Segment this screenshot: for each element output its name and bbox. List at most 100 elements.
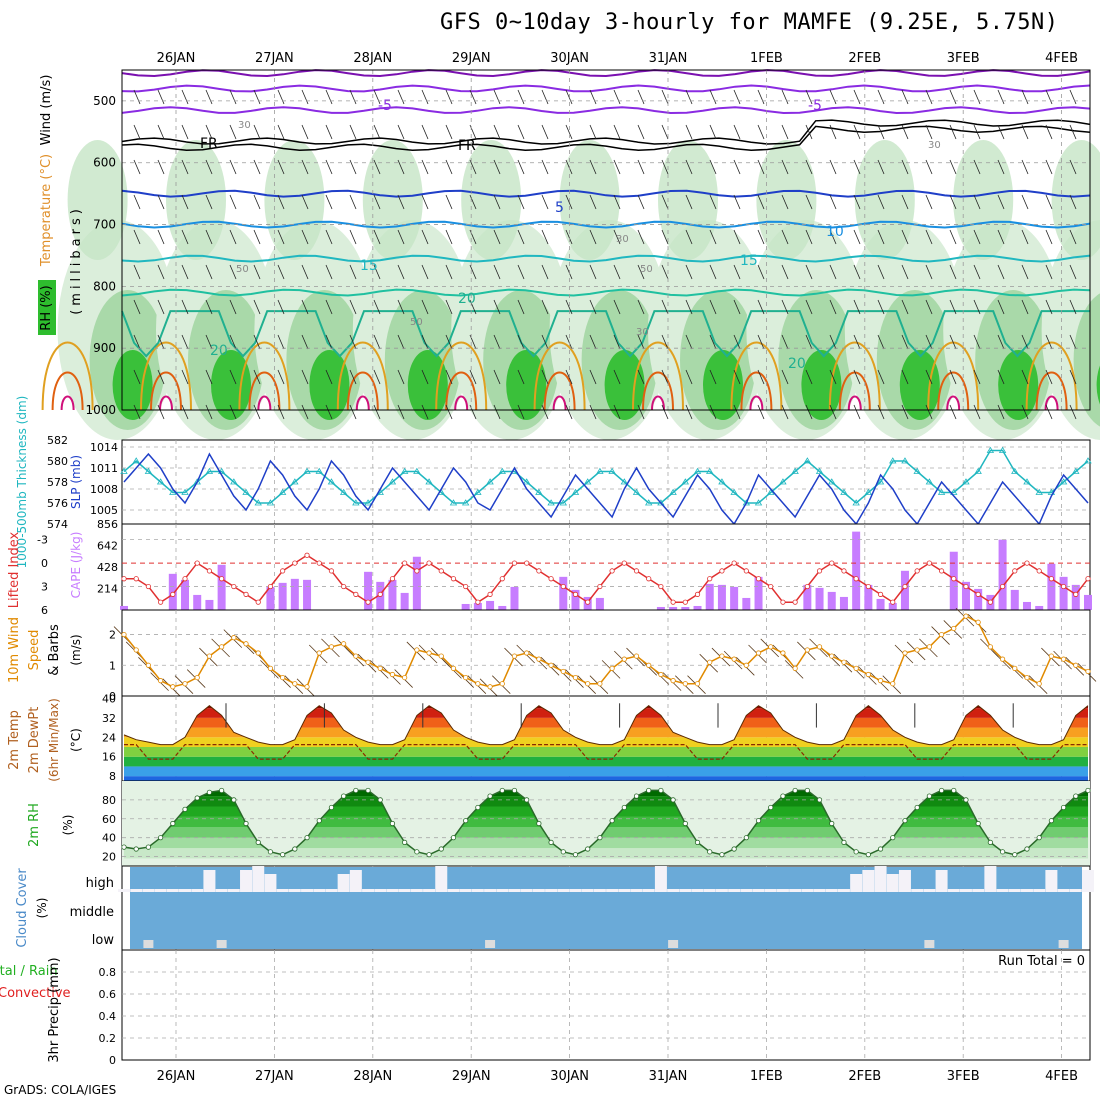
temperature-contour	[121, 288, 1091, 297]
wind-barb	[277, 404, 285, 420]
data-point	[975, 619, 981, 625]
data-point	[560, 849, 566, 855]
data-point	[182, 576, 188, 582]
wind-barb	[277, 124, 285, 140]
wind-barb	[925, 229, 933, 245]
data-point	[365, 787, 371, 794]
data-point	[292, 846, 298, 852]
data-point	[316, 650, 322, 656]
data-point	[987, 839, 993, 845]
high-cloud-bar	[642, 889, 655, 892]
data-point	[804, 647, 810, 653]
data-point	[646, 662, 652, 668]
wind-barb	[349, 89, 357, 105]
wind-barb	[733, 124, 741, 140]
high-cloud-bar	[923, 889, 936, 892]
data-point	[646, 787, 652, 794]
wind-barb	[325, 404, 333, 420]
data-point	[890, 599, 896, 605]
data-point	[121, 631, 127, 638]
data-point	[768, 583, 774, 590]
wind-barb	[829, 229, 837, 245]
rh-shade-upper	[953, 140, 1014, 260]
cape-bar	[754, 576, 763, 610]
wind-barb	[709, 229, 717, 245]
data-point	[694, 839, 701, 845]
rh-shade-70	[801, 350, 842, 420]
data-point	[267, 665, 274, 671]
temp-contour-25	[828, 341, 881, 411]
precip-convective-label: Convective	[0, 986, 71, 1001]
wind-barb	[901, 89, 909, 105]
data-point	[365, 659, 371, 665]
data-point	[902, 583, 908, 590]
data-point	[499, 576, 505, 582]
wind-barb	[733, 89, 741, 105]
wind-barb	[157, 229, 165, 245]
wind-barb	[805, 404, 813, 420]
wind-barb	[757, 369, 765, 385]
high-cloud-bar	[215, 889, 228, 892]
wind-barb	[181, 124, 189, 140]
data-point	[389, 820, 396, 827]
wind-barb	[517, 229, 525, 245]
wind-barb	[445, 159, 453, 175]
data-point	[449, 499, 458, 506]
high-cloud-bar	[325, 889, 338, 892]
wind-barb	[205, 404, 213, 420]
data-point	[145, 583, 152, 590]
data-point	[743, 662, 749, 668]
wind-barb	[421, 194, 429, 210]
data-point	[377, 797, 383, 803]
data-point	[707, 849, 713, 855]
wind-barb	[493, 89, 501, 105]
temp-contour-35	[159, 395, 173, 411]
wind-barb	[1021, 404, 1029, 420]
wind-barb	[133, 334, 141, 350]
wind-barb	[949, 159, 957, 175]
wind-barb	[469, 89, 477, 105]
thickness-line	[123, 449, 1089, 504]
data-point	[707, 659, 713, 665]
wind-barb	[373, 334, 381, 350]
data-point	[890, 835, 896, 841]
wind-barb	[757, 89, 765, 105]
temperature-contour	[121, 189, 1091, 198]
data-point	[853, 576, 859, 582]
wind-barb	[325, 89, 333, 105]
data-point	[158, 835, 164, 841]
wind-barb	[949, 229, 957, 245]
data-point	[438, 568, 444, 574]
rh-shade-70	[703, 350, 743, 420]
wind-barb	[973, 369, 981, 385]
wind-barb	[925, 194, 933, 210]
wind-barb	[757, 229, 765, 245]
wind-barb	[301, 369, 309, 385]
cape-bar	[827, 591, 836, 610]
wind-barb	[613, 299, 621, 315]
high-cloud-bar	[691, 889, 704, 892]
rh-shade-70	[407, 350, 448, 420]
wind-barb	[421, 124, 429, 140]
high-cloud-bar	[301, 889, 314, 892]
wind-barb	[853, 369, 861, 385]
wind-barb	[853, 299, 861, 315]
wind-barb	[853, 334, 861, 350]
wind-barb	[733, 194, 741, 210]
data-point	[792, 787, 798, 794]
footer-credit: GrADS: COLA/IGES	[4, 1083, 117, 1097]
temperature-contour	[121, 119, 1091, 145]
wind-barb	[997, 229, 1005, 245]
data-point	[1059, 478, 1068, 485]
rh-shade-50	[1073, 293, 1100, 427]
wind-barb	[373, 159, 381, 175]
data-point	[219, 787, 225, 794]
wind-barb	[997, 194, 1005, 210]
data-point	[853, 665, 859, 671]
rh-shade-70	[112, 350, 153, 420]
wind-barb	[781, 369, 789, 385]
wind-barb	[757, 404, 765, 420]
wind-barb	[445, 194, 453, 210]
wind-barb	[133, 229, 141, 245]
wind-barb	[949, 194, 957, 210]
